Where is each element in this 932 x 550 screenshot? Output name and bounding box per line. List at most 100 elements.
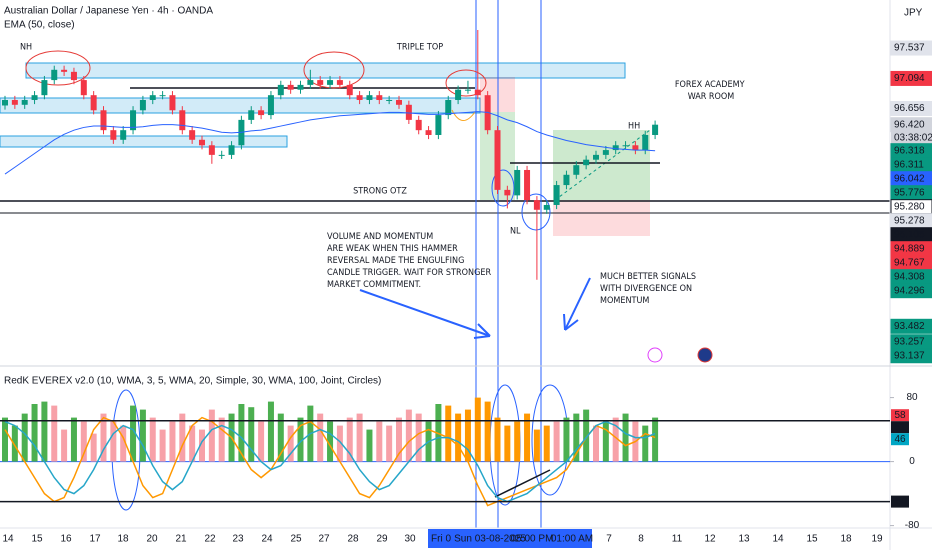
x-tick-label: 18 [840, 534, 852, 545]
candle-body [524, 169, 531, 201]
histogram-bar [356, 413, 363, 462]
annotation: MUCH BETTER SIGNALS WITH DIVERGENCE ON M… [600, 272, 699, 306]
x-tick-label: 24 [261, 534, 273, 545]
histogram-bar [267, 401, 274, 462]
flag-icon[interactable] [697, 347, 713, 363]
histogram-bar [258, 421, 265, 462]
zone [25, 62, 626, 79]
ema-line [4, 111, 656, 175]
histogram-bar [51, 405, 58, 462]
oscillator-line [4, 416, 656, 507]
candle-body [228, 145, 235, 155]
candle-body [70, 71, 77, 81]
x-tick-label: Fri 0 [431, 534, 451, 545]
histogram-bar [208, 409, 215, 462]
histogram-bar [474, 397, 481, 462]
x-tick-label: 28 [347, 534, 359, 545]
candle-body [356, 95, 363, 100]
histogram-bar [80, 421, 87, 462]
value-marker [891, 421, 909, 434]
x-tick-label: 05:00 PM [511, 534, 554, 545]
annotation-line: ARE WEAK WHEN THIS HAMMER [327, 244, 458, 254]
target-line [554, 129, 651, 201]
histogram-bar [543, 425, 550, 462]
price-label: 96.420 [894, 119, 925, 130]
event-icon[interactable] [647, 347, 663, 363]
price-label: 95.776 [894, 187, 925, 198]
price-label: 96.311 [894, 159, 924, 170]
price-marker [890, 70, 932, 86]
candle-body [376, 95, 383, 100]
histogram-bar [445, 405, 452, 462]
value-marker [891, 409, 909, 422]
histogram-bar [563, 417, 570, 462]
candle-body [327, 80, 334, 85]
histogram-bar [327, 421, 334, 462]
circle-mark [491, 169, 515, 207]
price-label: 96.042 [894, 173, 925, 184]
histogram-bar [366, 429, 373, 462]
candle-body [464, 89, 471, 91]
candle-body [642, 134, 649, 151]
histogram-bar [593, 425, 599, 462]
histogram-bar [652, 417, 659, 462]
arrow [359, 289, 491, 337]
candle-body [425, 130, 432, 135]
candle-body [267, 95, 274, 116]
candle-body [61, 69, 68, 72]
countdown: 03:38:02 [894, 132, 932, 143]
histogram-bar [149, 417, 156, 462]
x-tick-label: 11 [672, 534, 683, 545]
x-tick-label: 18 [117, 534, 129, 545]
value-marker [891, 433, 909, 446]
candle-body [179, 110, 186, 131]
value-label: 58 [894, 410, 906, 421]
price-label: 95.105 [894, 229, 925, 240]
histogram-bar [11, 425, 18, 462]
annotation: TRIPLE TOP [396, 43, 443, 53]
arrow-head [563, 313, 579, 331]
candle-body [533, 200, 540, 210]
candle-body [494, 130, 501, 190]
x-tick-label: 12 [704, 534, 716, 545]
annotation: NL [510, 227, 521, 237]
candle-body [130, 110, 137, 131]
histogram-bar [583, 409, 590, 462]
histogram-bar [179, 413, 186, 462]
y-tick-label: 80 [906, 392, 918, 403]
annotation: HH [628, 122, 640, 132]
value-label: 51 [894, 422, 906, 433]
candle-body [622, 145, 629, 147]
circle-mark [445, 69, 487, 97]
histogram-bar [21, 413, 28, 462]
plot: 97.537 97.094 96.656 96.420 03:38:02 96.318 96… [0, 29, 932, 545]
price-label: 96.656 [894, 103, 925, 114]
circle-mark [25, 50, 91, 86]
zone [0, 135, 288, 148]
annotation-line: FOREX ACADEMY [675, 80, 745, 90]
x-tick-label: 8 [638, 534, 644, 545]
candle-body [80, 80, 87, 96]
histogram-bar [31, 404, 38, 462]
y-tick-label: 0 [909, 456, 915, 467]
candle-body [11, 99, 18, 105]
candle-body [90, 95, 97, 111]
arrow [564, 277, 591, 331]
histogram-bar [484, 401, 491, 462]
candle-body [51, 69, 58, 81]
histogram-bar [189, 425, 196, 462]
candle-body [632, 145, 639, 151]
annotation-line: REVERSAL MADE THE ENGULFING [327, 256, 464, 266]
price-label: 97.537 [894, 43, 925, 54]
price-label: 93.482 [894, 321, 925, 332]
annotation-line: WAR ROOM [688, 92, 735, 102]
histogram-bar [317, 413, 324, 462]
x-tick-label: 21 [175, 534, 187, 545]
candle-body [208, 145, 215, 155]
value-label: -50 [893, 496, 908, 507]
candle-body [514, 169, 521, 196]
x-tick-label: 16 [60, 534, 72, 545]
candle-body [169, 95, 176, 111]
x-tick-label: 17 [89, 534, 101, 545]
annotation-line: MARKET COMMITMENT. [327, 280, 421, 290]
